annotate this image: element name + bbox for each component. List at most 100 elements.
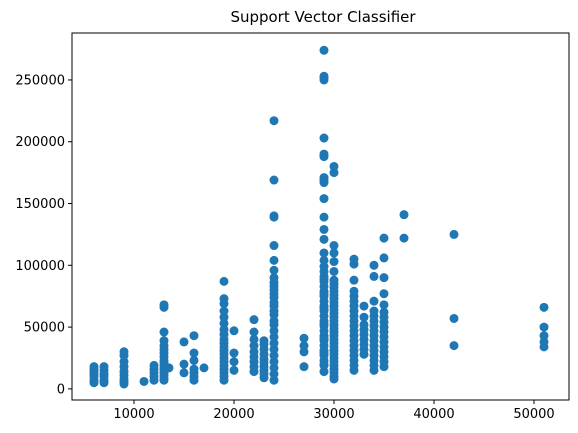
data-point [369,296,379,306]
data-point [99,362,109,372]
data-point [319,359,329,369]
data-point [379,289,389,299]
data-point [269,357,279,367]
data-point [159,300,169,310]
data-point [189,331,199,341]
data-point [219,306,229,316]
data-point [179,368,189,378]
data-point [319,45,329,55]
data-point [369,271,379,281]
data-point [319,318,329,328]
data-point [229,357,239,367]
data-point [269,211,279,221]
data-point [249,327,259,337]
y-tick-label: 50000 [24,321,65,336]
data-point [249,315,259,325]
data-point [319,274,329,284]
y-axis: 0 50000 100000 150000 200000 250000 [15,73,72,397]
data-point [379,273,389,283]
x-tick-label: 10000 [113,407,154,422]
data-point [539,322,549,332]
data-point [119,347,129,357]
data-point [119,357,129,367]
data-point [539,331,549,341]
y-tick-label: 150000 [15,197,65,212]
data-point [299,341,309,351]
data-point [449,229,459,239]
data-point [229,365,239,375]
data-point [299,333,309,343]
data-point [319,149,329,159]
data-point [319,173,329,183]
data-point [329,266,339,276]
data-point [319,71,329,81]
x-tick-label: 20000 [213,407,254,422]
data-point [219,276,229,286]
data-point [269,344,279,354]
data-points [89,45,549,389]
data-point [249,347,259,357]
data-point [269,375,279,385]
data-point [269,363,279,373]
data-point [299,347,309,357]
data-point [349,254,359,264]
data-point [189,364,199,374]
data-point [329,161,339,171]
data-point [329,257,339,267]
data-point [159,327,169,337]
x-tick-label: 30000 [313,407,354,422]
data-point [449,341,459,351]
data-point [219,312,229,322]
data-point [379,253,389,263]
data-point [329,248,339,258]
data-point [319,133,329,143]
data-point [359,320,369,330]
data-point [329,168,339,178]
data-point [179,337,189,347]
data-point [269,241,279,251]
data-point [319,255,329,265]
data-point [329,241,339,251]
data-point [199,363,209,373]
data-point [219,318,229,328]
data-point [349,275,359,285]
chart-title: Support Vector Classifier [230,8,416,26]
data-point [219,325,229,335]
data-point [269,369,279,379]
data-point [359,312,369,322]
data-point [539,337,549,347]
data-point [319,367,329,377]
data-point [379,300,389,310]
data-point [269,265,279,275]
data-point [319,194,329,204]
plot-frame [71,32,570,401]
data-point [379,307,389,317]
data-point [399,210,409,220]
data-point [319,224,329,234]
data-point [179,359,189,369]
data-point [299,362,309,372]
data-point [249,334,259,344]
x-tick-label: 50000 [513,407,554,422]
data-point [399,233,409,243]
y-tick-label: 200000 [15,135,65,150]
data-point [319,289,329,299]
data-point [189,348,199,358]
y-tick-label: 100000 [15,259,65,274]
x-tick-label: 40000 [413,407,454,422]
data-point [359,301,369,311]
data-point [539,302,549,312]
data-point [319,212,329,222]
data-point [269,338,279,348]
data-point [269,255,279,265]
data-point [229,326,239,336]
data-point [369,260,379,270]
data-point [269,326,279,336]
data-point [319,234,329,244]
data-point [319,304,329,314]
y-tick-label: 250000 [15,73,65,88]
data-point [164,363,174,373]
data-point [269,273,279,283]
data-point [269,351,279,361]
